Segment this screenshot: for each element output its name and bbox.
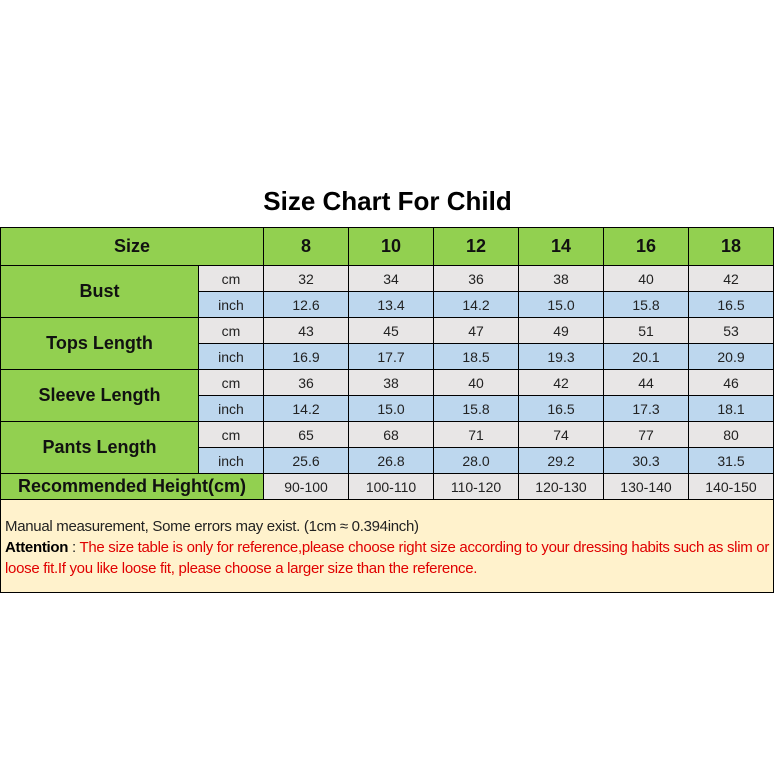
table-cell: 36: [433, 265, 519, 292]
size-column-header: 16: [603, 227, 689, 266]
table-cell: 44: [603, 369, 689, 396]
height-cell: 120-130: [518, 473, 604, 500]
table-cell: 17.7: [348, 343, 434, 370]
unit-label: inch: [198, 343, 264, 370]
unit-label: inch: [198, 447, 264, 474]
header-row: Size 8 10 12 14 16 18: [0, 227, 774, 266]
table-cell: 16.9: [263, 343, 349, 370]
height-cell: 140-150: [688, 473, 774, 500]
table-cell: 20.9: [688, 343, 774, 370]
measurement-label: Sleeve Length: [0, 369, 199, 422]
height-row: Recommended Height(cm) 90-100 100-110 110-1…: [0, 473, 774, 500]
attention-separator: :: [68, 539, 80, 556]
unit-label: cm: [198, 369, 264, 396]
table-row: Bust cm 32 34 36 38 40 42: [0, 265, 774, 318]
table-row: inch 12.6 13.4 14.2 15.0 15.8 16.5: [1, 291, 774, 318]
size-column-header: 8: [263, 227, 349, 266]
table-cell: 18.1: [688, 395, 774, 422]
table-cell: 80: [688, 421, 774, 448]
size-header: Size: [0, 227, 264, 266]
table-cell: 31.5: [688, 447, 774, 474]
table-cell: 42: [688, 265, 774, 292]
table-cell: 28.0: [433, 447, 519, 474]
table-cell: 26.8: [348, 447, 434, 474]
table-cell: 15.0: [518, 291, 604, 318]
table-cell: 71: [433, 421, 519, 448]
chart-title: Size Chart For Child: [263, 186, 512, 216]
table-cell: 65: [263, 421, 349, 448]
measurement-label: Pants Length: [0, 421, 199, 474]
unit-label: cm: [198, 317, 264, 344]
table-row: inch 25.6 26.8 28.0 29.2 30.3 31.5: [1, 447, 774, 474]
table-cell: 43: [263, 317, 349, 344]
table-cell: 40: [433, 369, 519, 396]
table-row: inch 16.9 17.7 18.5 19.3 20.1 20.9: [1, 343, 774, 370]
table-cell: 46: [688, 369, 774, 396]
table-row: inch 14.2 15.0 15.8 16.5 17.3 18.1: [1, 395, 774, 422]
table-cell: 16.5: [518, 395, 604, 422]
unit-label: inch: [198, 291, 264, 318]
table-row: Sleeve Length cm 36 38 40 42 44 46: [0, 369, 774, 422]
table-cell: 15.0: [348, 395, 434, 422]
table-cell: 53: [688, 317, 774, 344]
height-cell: 100-110: [348, 473, 434, 500]
height-label: Recommended Height(cm): [0, 473, 264, 500]
table-cell: 36: [263, 369, 349, 396]
table-row: Tops Length cm 43 45 47 49 51 53: [0, 317, 774, 370]
attention-text: The size table is only for reference,ple…: [5, 539, 770, 577]
table-cell: 29.2: [518, 447, 604, 474]
table-cell: 42: [518, 369, 604, 396]
table-cell: 14.2: [263, 395, 349, 422]
note-row: Manual measurement, Some errors may exis…: [0, 499, 774, 593]
table-cell: 15.8: [603, 291, 689, 318]
attention-label: Attention: [5, 539, 69, 556]
size-column-header: 18: [688, 227, 774, 266]
table-cell: 19.3: [518, 343, 604, 370]
table-cell: 34: [348, 265, 434, 292]
size-table: Size 8 10 12 14 16 18 Bust cm 32 34 36 38 40 42 inch 12.…: [0, 227, 774, 593]
measurement-label: Bust: [0, 265, 199, 318]
table-cell: 49: [518, 317, 604, 344]
table-cell: 38: [518, 265, 604, 292]
table-cell: 25.6: [263, 447, 349, 474]
table-cell: 12.6: [263, 291, 349, 318]
table-cell: 20.1: [603, 343, 689, 370]
table-cell: 74: [518, 421, 604, 448]
size-column-header: 12: [433, 227, 519, 266]
measurement-note: Manual measurement, Some errors may exis…: [5, 518, 419, 535]
table-cell: 17.3: [603, 395, 689, 422]
table-cell: 40: [603, 265, 689, 292]
table-cell: 47: [433, 317, 519, 344]
table-cell: 13.4: [348, 291, 434, 318]
table-cell: 30.3: [603, 447, 689, 474]
table-row: Pants Length cm 65 68 71 74 77 80: [0, 421, 774, 474]
size-column-header: 10: [348, 227, 434, 266]
table-cell: 51: [603, 317, 689, 344]
table-cell: 45: [348, 317, 434, 344]
table-cell: 38: [348, 369, 434, 396]
table-cell: 68: [348, 421, 434, 448]
note-cell: Manual measurement, Some errors may exis…: [0, 499, 774, 593]
table-cell: 16.5: [688, 291, 774, 318]
table-cell: 14.2: [433, 291, 519, 318]
height-cell: 90-100: [263, 473, 349, 500]
unit-label: cm: [198, 265, 264, 292]
table-cell: 77: [603, 421, 689, 448]
unit-label: cm: [198, 421, 264, 448]
table-cell: 15.8: [433, 395, 519, 422]
measurement-label: Tops Length: [0, 317, 199, 370]
height-cell: 130-140: [603, 473, 689, 500]
unit-label: inch: [198, 395, 264, 422]
height-cell: 110-120: [433, 473, 519, 500]
table-cell: 32: [263, 265, 349, 292]
table-cell: 18.5: [433, 343, 519, 370]
size-column-header: 14: [518, 227, 604, 266]
